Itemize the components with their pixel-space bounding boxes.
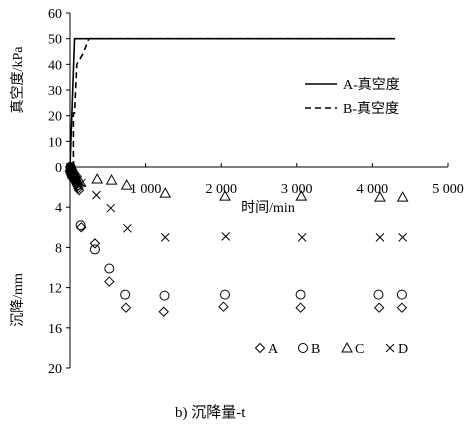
time-x-tick-label: 4 000 bbox=[357, 182, 389, 197]
time-x-axis-title: 时间/min bbox=[241, 200, 295, 216]
x-marker-stroke bbox=[297, 232, 307, 242]
x-marker-stroke bbox=[76, 178, 86, 188]
settlement-panel: 0 1 000 2 000 3 000 4 000 5 000 时间/min 4 8 12 16 20… bbox=[10, 160, 464, 377]
settlement-legend-marker-B bbox=[298, 343, 308, 353]
settlement-point-A bbox=[158, 306, 169, 317]
vacuum-y-axis-title: 真空度/kPa bbox=[10, 46, 26, 114]
x-marker-stroke bbox=[92, 190, 101, 200]
settlement-point-A bbox=[396, 302, 408, 313]
vacuum-legend-label: B-真空度 bbox=[343, 101, 399, 117]
settlement-point-D bbox=[123, 223, 132, 233]
settlement-point-D bbox=[73, 175, 82, 185]
settlement-legend-label: B bbox=[311, 342, 320, 357]
settlement-y-tick-label: 20 bbox=[48, 362, 62, 377]
settlement-point-A bbox=[89, 238, 101, 249]
x-marker-stroke bbox=[398, 232, 407, 242]
settlement-point-C bbox=[374, 191, 386, 202]
settlement-point-B bbox=[396, 289, 407, 300]
settlement-legend-marker-D bbox=[385, 343, 395, 353]
settlement-point-B bbox=[104, 263, 115, 274]
settlement-point-B bbox=[373, 289, 384, 300]
figure-caption: b) 沉降量-t bbox=[175, 404, 246, 421]
settlement-point-D bbox=[106, 203, 116, 213]
settlement-point-D bbox=[398, 232, 407, 242]
settlement-point-A bbox=[295, 302, 306, 313]
time-x-tick-label: 2 000 bbox=[205, 182, 237, 197]
vacuum-legend-label: A-真空度 bbox=[343, 77, 400, 93]
x-marker-stroke bbox=[123, 223, 132, 233]
settlement-point-C bbox=[159, 187, 172, 198]
vacuum-y-tick-label: 40 bbox=[48, 58, 62, 73]
settlement-legend-marker-C bbox=[341, 341, 353, 353]
vacuum-y-tick-label: 50 bbox=[48, 33, 62, 48]
x-marker-stroke bbox=[160, 232, 170, 242]
settlement-point-D bbox=[76, 178, 86, 188]
settlement-point-C bbox=[396, 191, 409, 202]
settlement-point-D bbox=[160, 232, 170, 242]
vacuum-y-tick-label: 60 bbox=[48, 7, 62, 22]
settlement-point-D bbox=[221, 231, 231, 241]
settlement-point-B bbox=[219, 289, 230, 300]
time-x-tick-label: 3 000 bbox=[281, 182, 313, 197]
settlement-point-C bbox=[219, 190, 231, 201]
time-x-tick-label: 5 000 bbox=[432, 182, 464, 197]
vacuum-y-tick-label: 30 bbox=[48, 84, 62, 99]
settlement-point-D bbox=[375, 232, 385, 242]
time-x-tick-label: 0 bbox=[55, 161, 62, 176]
x-marker-stroke bbox=[375, 232, 385, 242]
settlement-y-tick-label: 4 bbox=[55, 201, 62, 216]
settlement-y-tick-label: 8 bbox=[55, 241, 62, 256]
settlement-point-A bbox=[72, 180, 83, 192]
settlement-point-C bbox=[295, 190, 308, 201]
settlement-point-D bbox=[297, 232, 307, 242]
settlement-y-axis-title: 沉降/mm bbox=[10, 273, 26, 327]
vacuum-y-tick-label: 10 bbox=[48, 135, 62, 150]
settlement-legend-label: C bbox=[355, 342, 364, 357]
settlement-legend-marker-A bbox=[254, 342, 266, 354]
settlement-point-B bbox=[75, 220, 86, 231]
vacuum-y-tick-label: 20 bbox=[48, 110, 62, 125]
settlement-legend-label: D bbox=[398, 342, 408, 357]
settlement-point-A bbox=[76, 222, 87, 233]
settlement-point-B bbox=[295, 289, 306, 300]
settlement-point-C bbox=[91, 173, 104, 184]
settlement-point-A bbox=[373, 302, 385, 313]
vacuum-panel: 10 20 30 40 50 60 真空度/kPa A-真空度 B-真空度 bbox=[10, 7, 400, 168]
settlement-point-C bbox=[120, 179, 133, 190]
x-marker-stroke bbox=[221, 231, 231, 241]
x-marker-stroke bbox=[385, 343, 395, 353]
settlement-legend-label: A bbox=[268, 342, 279, 357]
settlement-point-B bbox=[159, 290, 170, 301]
settlement-point-B bbox=[120, 289, 131, 300]
settlement-point-D bbox=[92, 190, 101, 200]
settlement-point-A bbox=[120, 302, 132, 313]
vacuum-series-line-B-真空度 bbox=[72, 37, 396, 167]
x-marker-stroke bbox=[73, 175, 82, 185]
settlement-point-A bbox=[73, 182, 84, 194]
settlement-y-tick-label: 12 bbox=[48, 282, 62, 297]
settlement-point-A bbox=[104, 276, 115, 287]
settlement-y-tick-label: 16 bbox=[48, 322, 62, 337]
settlement-point-B bbox=[89, 244, 100, 255]
x-marker-stroke bbox=[106, 203, 116, 213]
settlement-point-A bbox=[218, 301, 229, 312]
settlement-point-A bbox=[73, 184, 85, 196]
settlement-point-C bbox=[105, 174, 118, 185]
time-x-tick-label: 1 000 bbox=[130, 182, 162, 197]
settlement-series-D bbox=[66, 162, 407, 242]
